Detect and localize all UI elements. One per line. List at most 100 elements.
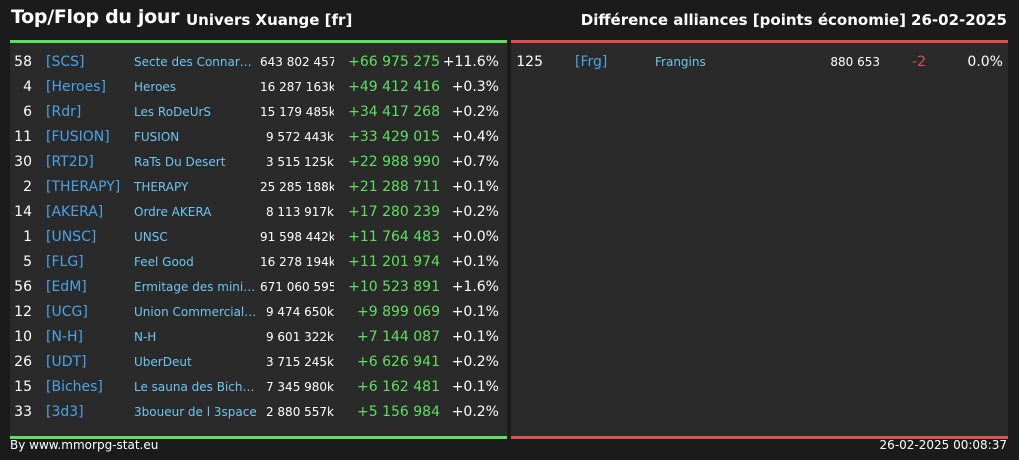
top-alliance-name[interactable]: Le sauna des Biche... bbox=[134, 380, 258, 394]
header-date: 26-02-2025 bbox=[911, 11, 1007, 29]
top-difference: +11 764 483 bbox=[348, 229, 440, 245]
top-row: 26 [UDT] UberDeut 3 715 245k +6 626 941 +0.2% bbox=[10, 350, 507, 375]
top-percent: +0.2% bbox=[451, 354, 499, 370]
top-row: 2 [THERAPY] THERAPY 25 285 188k +21 288 711 +… bbox=[10, 175, 507, 200]
top-alliance-tag[interactable]: [Biches] bbox=[46, 379, 103, 395]
top-percent: +0.1% bbox=[451, 179, 499, 195]
top-rank: 14 bbox=[14, 204, 32, 220]
top-row: 1 [UNSC] UNSC 91 598 442k +11 764 483 +0.0% bbox=[10, 225, 507, 250]
top-alliance-tag[interactable]: [N-H] bbox=[46, 329, 83, 345]
top-difference: +11 201 974 bbox=[348, 254, 440, 270]
top-difference: +49 412 416 bbox=[348, 79, 440, 95]
top-alliance-name[interactable]: THERAPY bbox=[134, 180, 189, 194]
top-rank: 12 bbox=[14, 304, 32, 320]
flop-difference: -2 bbox=[912, 54, 926, 70]
top-rank: 30 bbox=[14, 154, 32, 170]
top-alliance-name[interactable]: UberDeut bbox=[134, 355, 192, 369]
top-difference: +9 899 069 bbox=[357, 304, 440, 320]
flop-points: 880 653 bbox=[830, 55, 880, 69]
top-alliance-tag[interactable]: [THERAPY] bbox=[46, 179, 121, 195]
flop-rank: 125 bbox=[516, 54, 543, 70]
top-rank: 26 bbox=[14, 354, 32, 370]
top-alliance-tag[interactable]: [UNSC] bbox=[46, 229, 97, 245]
top-difference: +22 988 990 bbox=[348, 154, 440, 170]
top-percent: +11.6% bbox=[442, 54, 499, 70]
top-alliance-name[interactable]: FUSION bbox=[134, 130, 180, 144]
top-percent: +0.7% bbox=[451, 154, 499, 170]
top-difference: +6 626 941 bbox=[357, 354, 440, 370]
top-alliance-tag[interactable]: [SCS] bbox=[46, 54, 85, 70]
top-percent: +0.2% bbox=[451, 204, 499, 220]
top-alliance-name[interactable]: Les RoDeUrS bbox=[134, 105, 212, 119]
top-alliance-name[interactable]: UNSC bbox=[134, 230, 168, 244]
top-points: 25 285 188k bbox=[260, 180, 334, 194]
top-difference: +34 417 268 bbox=[348, 104, 440, 120]
top-alliance-tag[interactable]: [UCG] bbox=[46, 304, 88, 320]
top-points: 16 287 163k bbox=[260, 80, 334, 94]
top-alliance-tag[interactable]: [AKERA] bbox=[46, 204, 104, 220]
top-points: 16 278 194k bbox=[260, 255, 334, 269]
top-rank: 10 bbox=[14, 329, 32, 345]
top-percent: +0.2% bbox=[451, 404, 499, 420]
top-row: 14 [AKERA] Ordre AKERA 8 113 917k +17 280 23… bbox=[10, 200, 507, 225]
top-difference: +5 156 984 bbox=[357, 404, 440, 420]
top-alliance-tag[interactable]: [3d3] bbox=[46, 404, 84, 420]
header: Top/Flop du jour Univers Xuange [fr] Dif… bbox=[0, 0, 1019, 38]
top-alliance-tag[interactable]: [FUSION] bbox=[46, 129, 110, 145]
top-alliance-tag[interactable]: [FLG] bbox=[46, 254, 84, 270]
top-alliance-name[interactable]: Feel Good bbox=[134, 255, 194, 269]
top-points: 3 715 245k bbox=[265, 355, 334, 369]
top-rank: 11 bbox=[14, 129, 32, 145]
top-percent: +0.1% bbox=[451, 304, 499, 320]
flop-panel: 125 [Frg] Frangins 880 653 -2 0.0% bbox=[511, 40, 1008, 439]
flop-alliance-tag[interactable]: [Frg] bbox=[575, 54, 608, 70]
difference-label: Différence alliances [points économie] bbox=[580, 11, 906, 29]
top-percent: +0.3% bbox=[451, 79, 499, 95]
top-rank: 5 bbox=[23, 254, 32, 270]
top-points: 91 598 442k bbox=[260, 230, 334, 244]
top-rank: 2 bbox=[23, 179, 32, 195]
top-alliance-tag[interactable]: [EdM] bbox=[46, 279, 87, 295]
top-row: 33 [3d3] 3boueur de l 3space 2 880 557k +5 1… bbox=[10, 400, 507, 425]
top-points: 7 345 980k bbox=[265, 380, 334, 394]
top-points: 15 179 485k bbox=[260, 105, 334, 119]
top-percent: +0.4% bbox=[451, 129, 499, 145]
top-difference: +21 288 711 bbox=[348, 179, 440, 195]
top-alliance-tag[interactable]: [UDT] bbox=[46, 354, 87, 370]
top-alliance-tag[interactable]: [Rdr] bbox=[46, 104, 82, 120]
top-row: 58 [SCS] Secte des Connard... 643 802 457 +6… bbox=[10, 50, 507, 75]
top-percent: +0.2% bbox=[451, 104, 499, 120]
top-points: 671 060 595 bbox=[260, 280, 334, 294]
top-rank: 58 bbox=[14, 54, 32, 70]
top-alliance-name[interactable]: N-H bbox=[134, 330, 157, 344]
top-percent: +0.1% bbox=[451, 379, 499, 395]
top-row: 10 [N-H] N-H 9 601 322k +7 144 087 +0.1% bbox=[10, 325, 507, 350]
top-alliance-name[interactable]: RaTs Du Desert bbox=[134, 155, 226, 169]
page-title: Top/Flop du jour bbox=[11, 6, 180, 28]
flop-row: 125 [Frg] Frangins 880 653 -2 0.0% bbox=[511, 50, 1008, 75]
top-alliance-tag[interactable]: [RT2D] bbox=[46, 154, 94, 170]
top-rank: 56 bbox=[14, 279, 32, 295]
top-points: 9 572 443k bbox=[265, 130, 334, 144]
universe-label: Univers Xuange [fr] bbox=[186, 11, 353, 29]
top-rank: 6 bbox=[23, 104, 32, 120]
top-alliance-name[interactable]: Heroes bbox=[134, 80, 177, 94]
top-difference: +17 280 239 bbox=[348, 204, 440, 220]
top-alliance-name[interactable]: 3boueur de l 3space bbox=[134, 405, 257, 419]
top-row: 15 [Biches] Le sauna des Biche... 7 345 980… bbox=[10, 375, 507, 400]
top-alliance-name[interactable]: Ordre AKERA bbox=[134, 205, 212, 219]
top-row: 12 [UCG] Union Commerciale... 9 474 650k +9 … bbox=[10, 300, 507, 325]
top-alliance-name[interactable]: Secte des Connard... bbox=[134, 55, 258, 69]
top-alliance-name[interactable]: Union Commerciale... bbox=[134, 305, 258, 319]
top-percent: +0.0% bbox=[451, 229, 499, 245]
top-alliance-name[interactable]: Ermitage des minier... bbox=[134, 280, 258, 294]
top-row: 6 [Rdr] Les RoDeUrS 15 179 485k +34 417 268 +… bbox=[10, 100, 507, 125]
top-row: 56 [EdM] Ermitage des minier... 671 060 595… bbox=[10, 275, 507, 300]
top-alliance-tag[interactable]: [Heroes] bbox=[46, 79, 106, 95]
top-row: 5 [FLG] Feel Good 16 278 194k +11 201 974 +0.… bbox=[10, 250, 507, 275]
top-percent: +0.1% bbox=[451, 329, 499, 345]
flop-alliance-name[interactable]: Frangins bbox=[655, 55, 706, 69]
flop-percent: 0.0% bbox=[967, 54, 1003, 70]
top-difference: +6 162 481 bbox=[357, 379, 440, 395]
top-rank: 15 bbox=[14, 379, 32, 395]
